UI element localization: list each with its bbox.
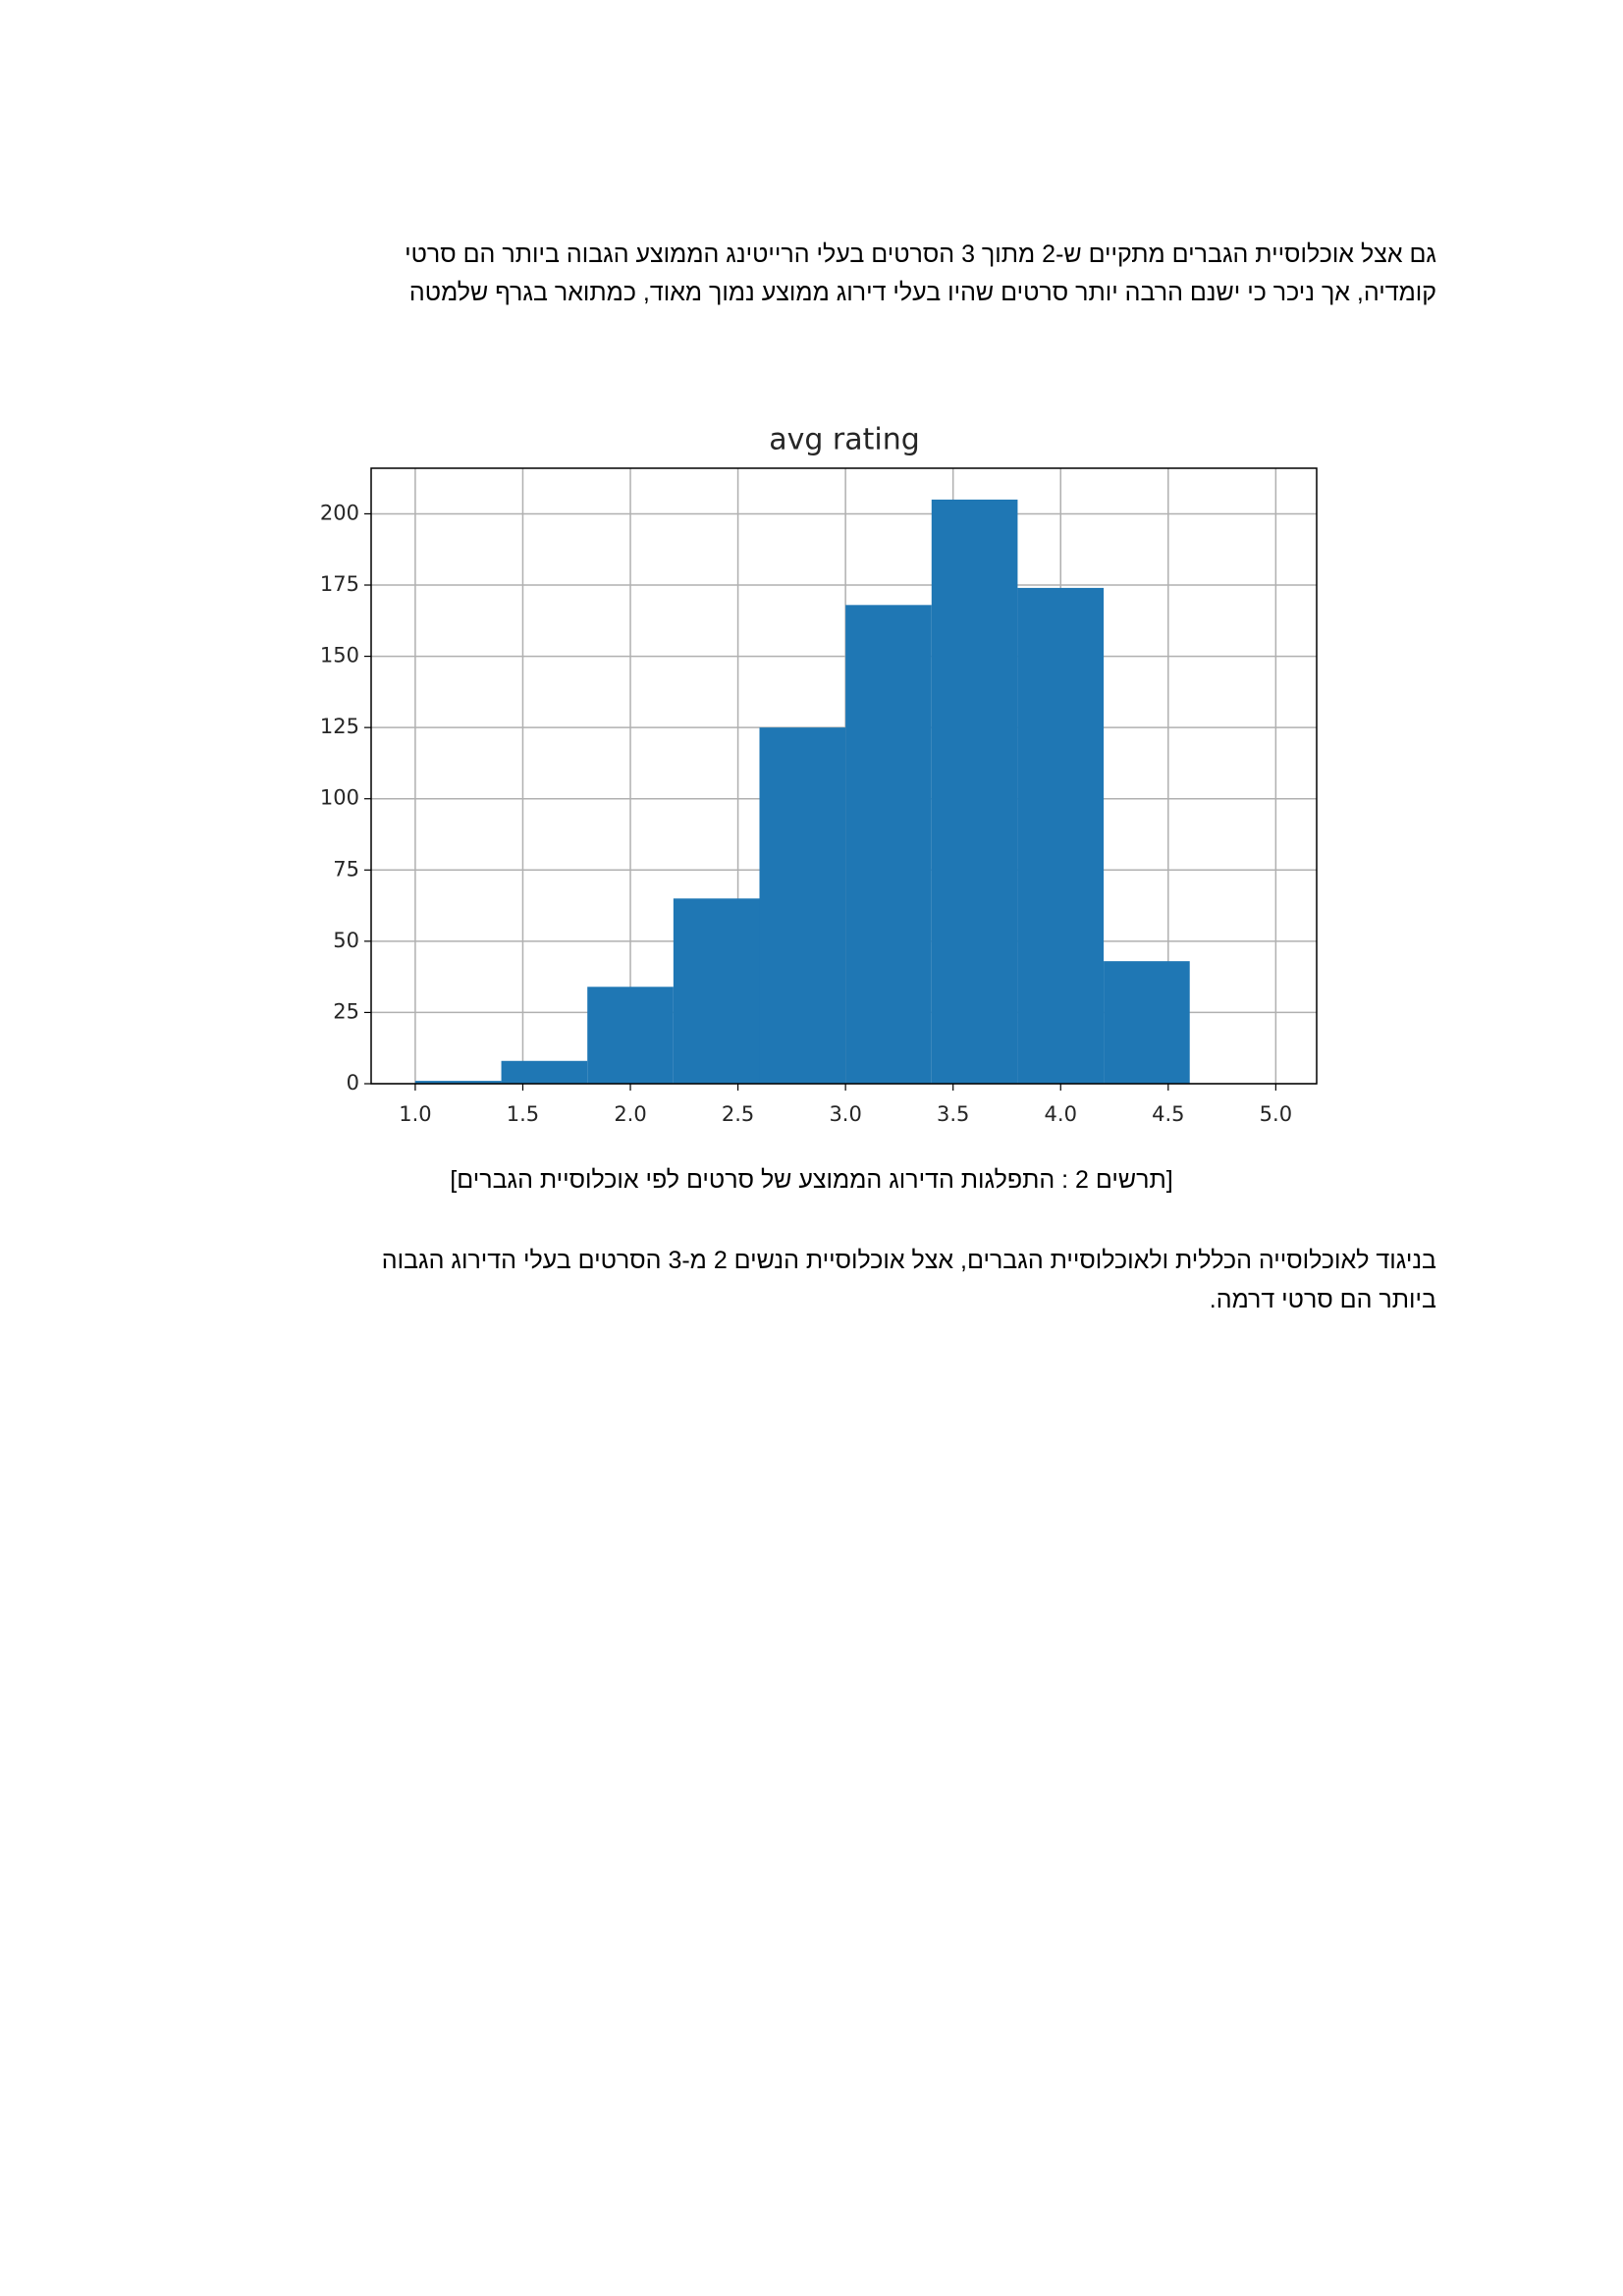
- paragraph-line: בניגוד לאוכלוסייה הכללית ולאוכלוסיית הגב…: [381, 1247, 1436, 1274]
- bar: [587, 987, 674, 1084]
- x-tick-label: 3.0: [829, 1102, 861, 1126]
- y-tick-label: 125: [320, 715, 359, 738]
- chart-title: avg rating: [769, 423, 920, 457]
- axes-frame: [370, 467, 1318, 1085]
- paragraph-line: גם אצל אוכלוסיית הגברים מתקיים ש-2 מתוך …: [405, 240, 1436, 268]
- x-tick-label: 2.0: [614, 1102, 646, 1126]
- x-tick-label: 1.0: [399, 1102, 431, 1126]
- x-tick-label: 1.5: [507, 1102, 539, 1126]
- x-tick-label: 3.5: [937, 1102, 969, 1126]
- x-tick-label: 4.0: [1045, 1102, 1077, 1126]
- y-tick-label: 150: [320, 644, 359, 667]
- y-tick-label: 200: [320, 501, 359, 524]
- bar: [414, 1081, 502, 1084]
- y-tick-label: 100: [320, 786, 359, 810]
- y-tick-label: 175: [320, 572, 359, 596]
- bar: [501, 1060, 588, 1084]
- y-tick-label: 75: [333, 857, 359, 881]
- y-tick-label: 50: [333, 929, 359, 952]
- bar: [1017, 587, 1105, 1084]
- chart: avg rating 0 25 50 75 100 125 150 175 200 1.0 1.5 2…: [320, 423, 1318, 1126]
- paragraph-line: ביותר הם סרטי דרמה.: [1209, 1286, 1436, 1313]
- x-tick-label: 4.5: [1152, 1102, 1184, 1126]
- caption: [תרשים 2 : התפלגות הדירוג הממוצע של סרטי…: [450, 1166, 1173, 1194]
- bar: [931, 499, 1018, 1084]
- bar: [845, 605, 932, 1084]
- bar: [759, 727, 846, 1084]
- bar: [673, 898, 760, 1084]
- x-tick-label: 2.5: [722, 1102, 754, 1126]
- y-tick-label: 0: [347, 1071, 359, 1095]
- bar: [1104, 961, 1190, 1084]
- x-tick-label: 5.0: [1260, 1102, 1292, 1126]
- paragraph-line: קומדיה, אך ניכר כי ישנם הרבה יותר סרטים …: [408, 279, 1436, 306]
- y-tick-label: 25: [333, 999, 359, 1023]
